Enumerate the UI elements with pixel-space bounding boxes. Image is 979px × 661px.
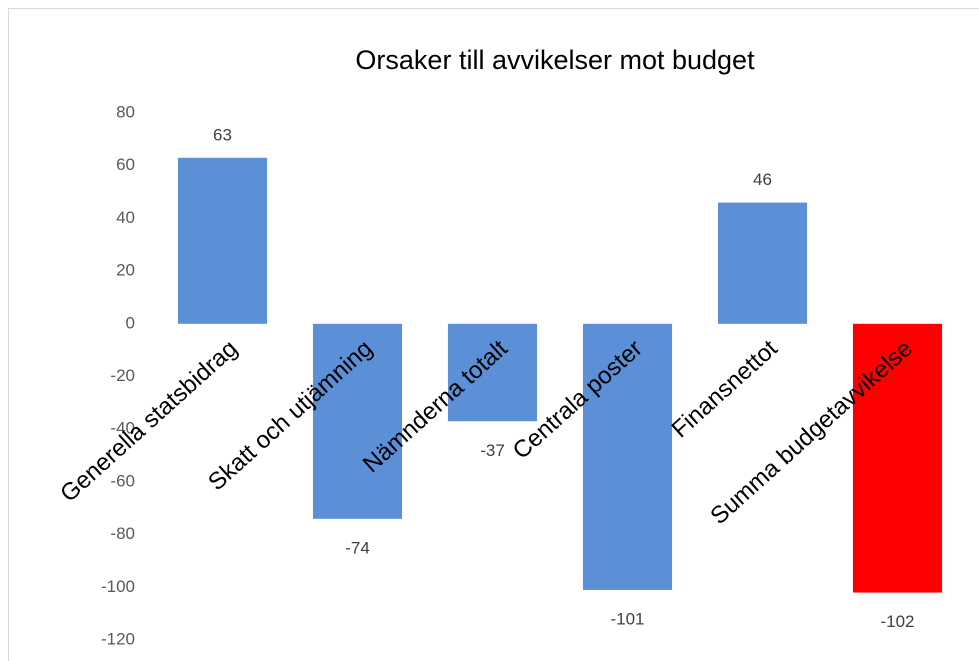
y-tick-label: 0 (126, 313, 135, 332)
y-tick-label: 80 (116, 102, 135, 121)
y-tick-label: -20 (110, 366, 135, 385)
bar (852, 323, 943, 593)
data-label: 63 (213, 125, 232, 144)
bar (312, 323, 403, 519)
bar (177, 157, 268, 324)
data-label: -102 (880, 612, 914, 631)
y-tick-label: -40 (110, 419, 135, 438)
bar (717, 202, 808, 324)
y-tick-label: -60 (110, 471, 135, 490)
data-label: -101 (610, 609, 644, 628)
y-tick-label: 60 (116, 155, 135, 174)
data-label: -74 (345, 538, 370, 557)
y-tick-label: 20 (116, 261, 135, 280)
y-tick-label: -120 (101, 629, 135, 648)
data-label: -37 (480, 441, 505, 460)
bar (582, 323, 673, 590)
data-label: 46 (753, 170, 772, 189)
chart-title: Orsaker till avvikelser mot budget (355, 45, 755, 75)
y-tick-label: -80 (110, 524, 135, 543)
bar (447, 323, 538, 422)
y-tick-label: -100 (101, 577, 135, 596)
y-tick-label: 40 (116, 208, 135, 227)
